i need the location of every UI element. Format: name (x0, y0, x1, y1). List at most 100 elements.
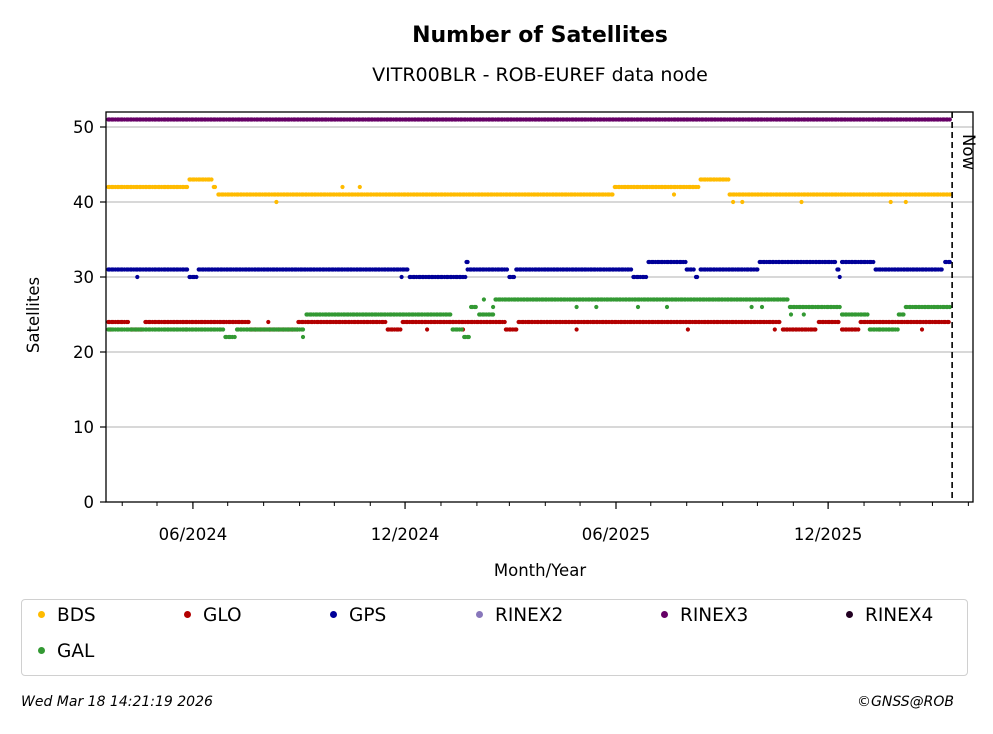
data-point (266, 319, 271, 325)
legend: BDS GLO GPS RINEX2 RINEX3 RINEX4 GAL (21, 599, 968, 676)
data-point (837, 274, 842, 280)
y-tick-label-30: 30 (73, 268, 94, 287)
data-point (755, 267, 760, 272)
data-point (491, 312, 496, 317)
data-point (939, 267, 944, 272)
now-label: Now (959, 134, 978, 170)
chart-subtitle: VITR00BLR - ROB-EUREF data node (372, 64, 708, 86)
data-point (465, 259, 470, 265)
data-point (135, 274, 140, 280)
legend-label: BDS (57, 605, 96, 626)
data-point (749, 304, 754, 310)
data-point (466, 334, 471, 340)
data-point (185, 184, 190, 190)
x-tick-label-0: 06/2024 (159, 525, 228, 544)
series-rinex3 (106, 117, 952, 122)
legend-label: GAL (57, 641, 95, 662)
legend-marker (38, 610, 45, 618)
data-point (459, 327, 464, 332)
data-point (574, 304, 579, 310)
legend-marker (184, 610, 191, 618)
data-point (465, 267, 470, 272)
data-point (405, 267, 410, 272)
data-point (947, 304, 952, 310)
data-point (610, 192, 615, 197)
x-tick-label-2: 06/2025 (582, 525, 651, 544)
data-point (691, 267, 696, 272)
data-point (399, 274, 404, 280)
legend-marker (38, 646, 45, 654)
data-point (502, 319, 507, 325)
legend-marker (330, 610, 337, 618)
data-point (644, 274, 649, 280)
data-point (398, 327, 403, 332)
data-point (683, 259, 688, 265)
data-point (629, 267, 634, 272)
data-point (740, 199, 745, 205)
data-point (919, 327, 925, 332)
data-point (903, 199, 908, 205)
legend-label: RINEX3 (680, 605, 749, 626)
data-point (125, 319, 131, 325)
y-tick-label-20: 20 (73, 343, 94, 362)
satellites-chart: Number of Satellites VITR00BLR - ROB-EUR… (24, 23, 978, 580)
data-point (685, 327, 691, 332)
data-point (514, 327, 519, 332)
data-point (274, 199, 279, 205)
data-point (221, 327, 226, 332)
data-point (194, 274, 199, 280)
data-point (357, 184, 362, 190)
series-gps (106, 259, 952, 280)
axes-layer: 0 10 20 30 40 50 06/2024 12/2024 06/2025 12/2025 N… (73, 111, 978, 544)
legend-label: RINEX2 (495, 605, 564, 626)
data-point (574, 327, 579, 332)
data-point (947, 192, 952, 197)
data-point (871, 259, 876, 265)
data-point (856, 327, 861, 332)
data-point (785, 297, 790, 302)
data-point (185, 267, 190, 272)
data-point (511, 274, 517, 280)
legend-item-rinex3: RINEX3 (661, 605, 748, 626)
chart-title: Number of Satellites (412, 23, 668, 48)
legend-item-rinex2: RINEX2 (476, 605, 563, 626)
grid-layer (106, 126, 973, 428)
data-point (671, 192, 677, 197)
data-point (383, 319, 388, 325)
x-axis-label: Month/Year (494, 561, 586, 580)
points-layer (106, 117, 952, 340)
data-point (947, 117, 952, 122)
data-point (635, 304, 641, 310)
legend-item-bds: BDS (38, 605, 96, 626)
series-gal (106, 297, 952, 340)
data-point (801, 312, 806, 317)
data-point (788, 312, 794, 317)
data-point (946, 319, 951, 325)
x-tick-label-3: 12/2025 (794, 525, 863, 544)
x-tick-label-1: 12/2024 (371, 525, 440, 544)
legend-marker (476, 610, 483, 618)
data-point (246, 319, 251, 325)
data-point (731, 199, 736, 205)
data-point (212, 184, 218, 190)
data-point (726, 177, 731, 182)
data-point (425, 327, 430, 332)
y-axis-label: Satellites (24, 277, 43, 353)
plot-frame (105, 111, 974, 503)
legend-marker (661, 610, 668, 618)
data-point (209, 177, 214, 182)
data-point (491, 304, 496, 310)
legend-item-gal: GAL (38, 641, 94, 662)
legend-item-rinex4: RINEX4 (846, 605, 933, 626)
y-tick-label-50: 50 (73, 118, 94, 137)
data-point (232, 334, 237, 340)
y-tick-label-10: 10 (73, 418, 94, 437)
footer-credit: ©GNSS@ROB (857, 694, 954, 710)
series-bds (106, 177, 952, 205)
data-point (463, 274, 468, 280)
data-point (833, 259, 838, 265)
data-point (799, 199, 804, 205)
data-point (300, 334, 306, 340)
data-point (888, 199, 893, 205)
y-tick-label-40: 40 (73, 193, 94, 212)
